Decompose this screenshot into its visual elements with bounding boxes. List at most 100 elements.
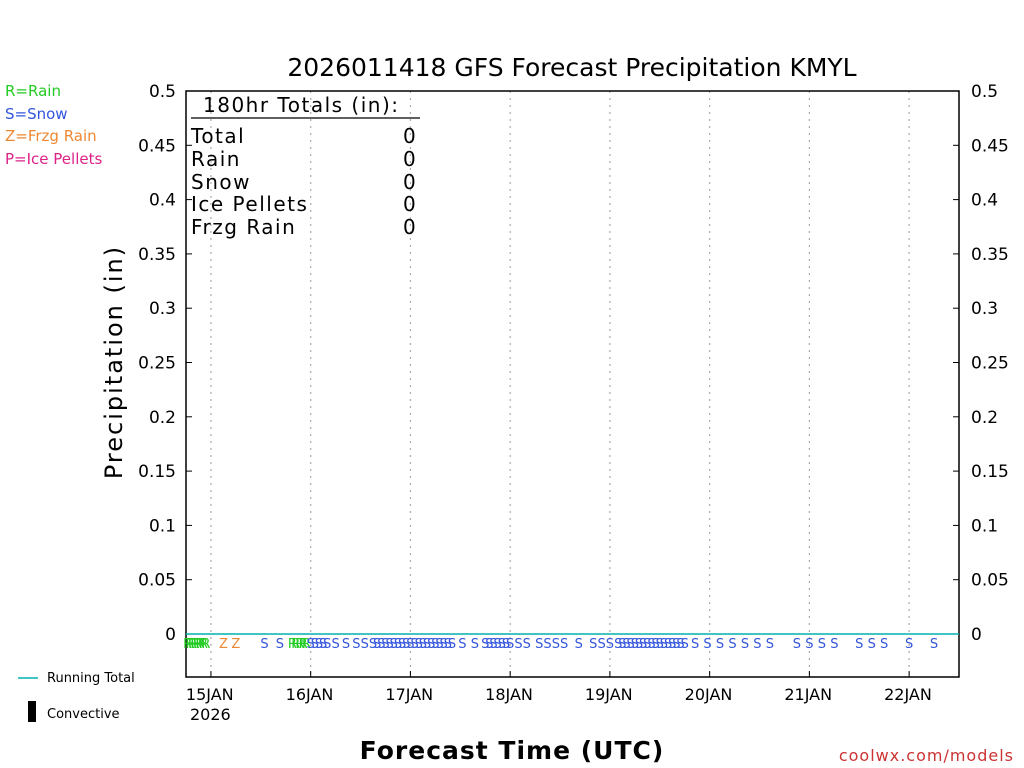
y-tick-label-right: 0.35 — [971, 245, 1009, 265]
ptype-marker-s: S — [575, 637, 583, 652]
totals-label-frzg-rain: Frzg Rain — [191, 215, 296, 239]
ptype-marker-s: S — [651, 637, 659, 652]
ptype-marker-s: S — [880, 637, 888, 652]
ptype-marker-s: S — [703, 637, 711, 652]
y-tick-label-right: 0 — [971, 625, 982, 645]
ptype-marker-s: S — [435, 637, 443, 652]
ptype-marker-s: S — [402, 637, 410, 652]
ptype-marker-s: S — [691, 637, 699, 652]
ptype-marker-s: S — [741, 637, 749, 652]
ptype-marker-s: S — [260, 637, 268, 652]
ptype-marker-s: S — [635, 637, 643, 652]
ptype-marker-s: S — [668, 637, 676, 652]
ptype-marker-s: S — [830, 637, 838, 652]
y-tick-label-left: 0.25 — [138, 354, 176, 374]
convective-swatch — [28, 701, 36, 722]
x-tick-label: 18JAN — [485, 685, 533, 704]
ptype-marker-s: S — [319, 637, 327, 652]
ptype-marker-s: S — [643, 637, 651, 652]
ptype-marker-s: S — [458, 637, 466, 652]
x-year-label: 2026 — [190, 705, 231, 724]
y-tick-label-left: 0.05 — [138, 571, 176, 591]
ptype-marker-r: R — [288, 637, 297, 652]
ptype-marker-s: S — [647, 637, 655, 652]
convective-label: Convective — [47, 707, 120, 722]
y-tick-label-left: 0.4 — [149, 191, 176, 211]
ptype-marker-s: S — [419, 637, 427, 652]
running-total-label: Running Total — [47, 671, 135, 686]
x-axis: 15JAN 16JAN 17JAN 18JAN 19JAN 20JAN 21JAN 22JAN — [186, 671, 932, 704]
ptype-marker-s: S — [352, 637, 360, 652]
y-tick-label-right: 0.45 — [971, 136, 1009, 156]
totals-label-rain: Rain — [191, 147, 241, 171]
y-tick-label-right: 0.15 — [971, 462, 1009, 482]
ptype-marker-s: S — [485, 637, 493, 652]
ptype-marker-s: S — [606, 637, 614, 652]
y-tick-label-left: 0.15 — [138, 462, 176, 482]
ptype-marker-s: S — [331, 637, 339, 652]
ptype-marker-r: R — [196, 637, 205, 652]
ptype-marker-z: Z — [219, 637, 228, 652]
ptype-marker-s: S — [676, 637, 684, 652]
x-tick-label: 20JAN — [685, 685, 733, 704]
ptype-marker-s: S — [377, 637, 385, 652]
legend-frzg-rain-key: Z=Frzg Rain — [5, 127, 97, 145]
ptype-marker-s: S — [805, 637, 813, 652]
ptype-marker-s: S — [868, 637, 876, 652]
ptype-marker-r: R — [191, 637, 200, 652]
ptype-marker-s: S — [660, 637, 668, 652]
ptype-marker-s: S — [589, 637, 597, 652]
ptype-marker-s: S — [410, 637, 418, 652]
y-tick-label-right: 0.3 — [971, 299, 998, 319]
ptype-marker-s: S — [514, 637, 522, 652]
legend-rain-key: R=Rain — [5, 82, 61, 100]
ptype-marker-s: S — [597, 637, 605, 652]
ptype-marker-s: S — [672, 637, 680, 652]
ptype-marker-s: S — [448, 637, 456, 652]
ptype-legend: R=Rain S=Snow Z=Frzg Rain P=Ice Pellets — [5, 82, 102, 168]
ptype-marker-s: S — [431, 637, 439, 652]
ptype-marker-s: S — [398, 637, 406, 652]
x-tick-label: 15JAN — [186, 685, 234, 704]
ptype-marker-s: S — [369, 637, 377, 652]
ptype-marker-s: S — [406, 637, 414, 652]
ptype-marker-s: S — [656, 637, 664, 652]
chart-title: 2026011418 GFS Forecast Precipitation KM… — [287, 53, 856, 82]
totals-label-ice-pellets: Ice Pellets — [191, 192, 308, 216]
x-axis-label: Forecast Time (UTC) — [360, 736, 665, 765]
totals-label-snow: Snow — [191, 170, 251, 194]
ptype-marker-s: S — [444, 637, 452, 652]
x-tick-label: 16JAN — [286, 685, 334, 704]
series-legend: Running Total Convective — [18, 671, 135, 722]
y-tick-label-left: 0.1 — [149, 516, 176, 536]
ptype-marker-s: S — [523, 637, 531, 652]
y-tick-label-right: 0.4 — [971, 191, 998, 211]
ptype-marker-s: S — [373, 637, 381, 652]
ptype-marker-s: S — [753, 637, 761, 652]
ptype-marker-s: S — [543, 637, 551, 652]
ptype-marker-s: S — [315, 637, 323, 652]
y-tick-label-right: 0.5 — [971, 82, 998, 102]
y-tick-label-left: 0.35 — [138, 245, 176, 265]
ptype-marker-r: R — [291, 637, 300, 652]
x-tick-label: 21JAN — [784, 685, 832, 704]
ptype-marker-r: R — [302, 637, 311, 652]
x-tick-label: 19JAN — [585, 685, 633, 704]
ptype-marker-s: S — [323, 637, 331, 652]
totals-value-rain: 0 — [403, 147, 416, 171]
y-axis: 0 00.05 0.050.1 0.10.15 0.150.2 0.20.25 0.250.… — [138, 82, 1009, 645]
ptype-marker-r: R — [186, 637, 195, 652]
y-tick-label-left: 0.45 — [138, 136, 176, 156]
ptype-marker-s: S — [681, 637, 689, 652]
ptype-marker-z: Z — [231, 637, 240, 652]
ptype-marker-s: S — [535, 637, 543, 652]
totals-value-frzg-rain: 0 — [403, 215, 416, 239]
ptype-marker-s: S — [471, 637, 479, 652]
ptype-marker-r: R — [183, 637, 192, 652]
credit-text: coolwx.com/models — [839, 746, 1014, 765]
legend-ice-pellets-key: P=Ice Pellets — [5, 150, 102, 168]
ptype-marker-s: S — [766, 637, 774, 652]
plot-frame — [185, 90, 960, 678]
y-tick-label-right: 0.1 — [971, 516, 998, 536]
y-tick-label-left: 0.5 — [149, 82, 176, 102]
